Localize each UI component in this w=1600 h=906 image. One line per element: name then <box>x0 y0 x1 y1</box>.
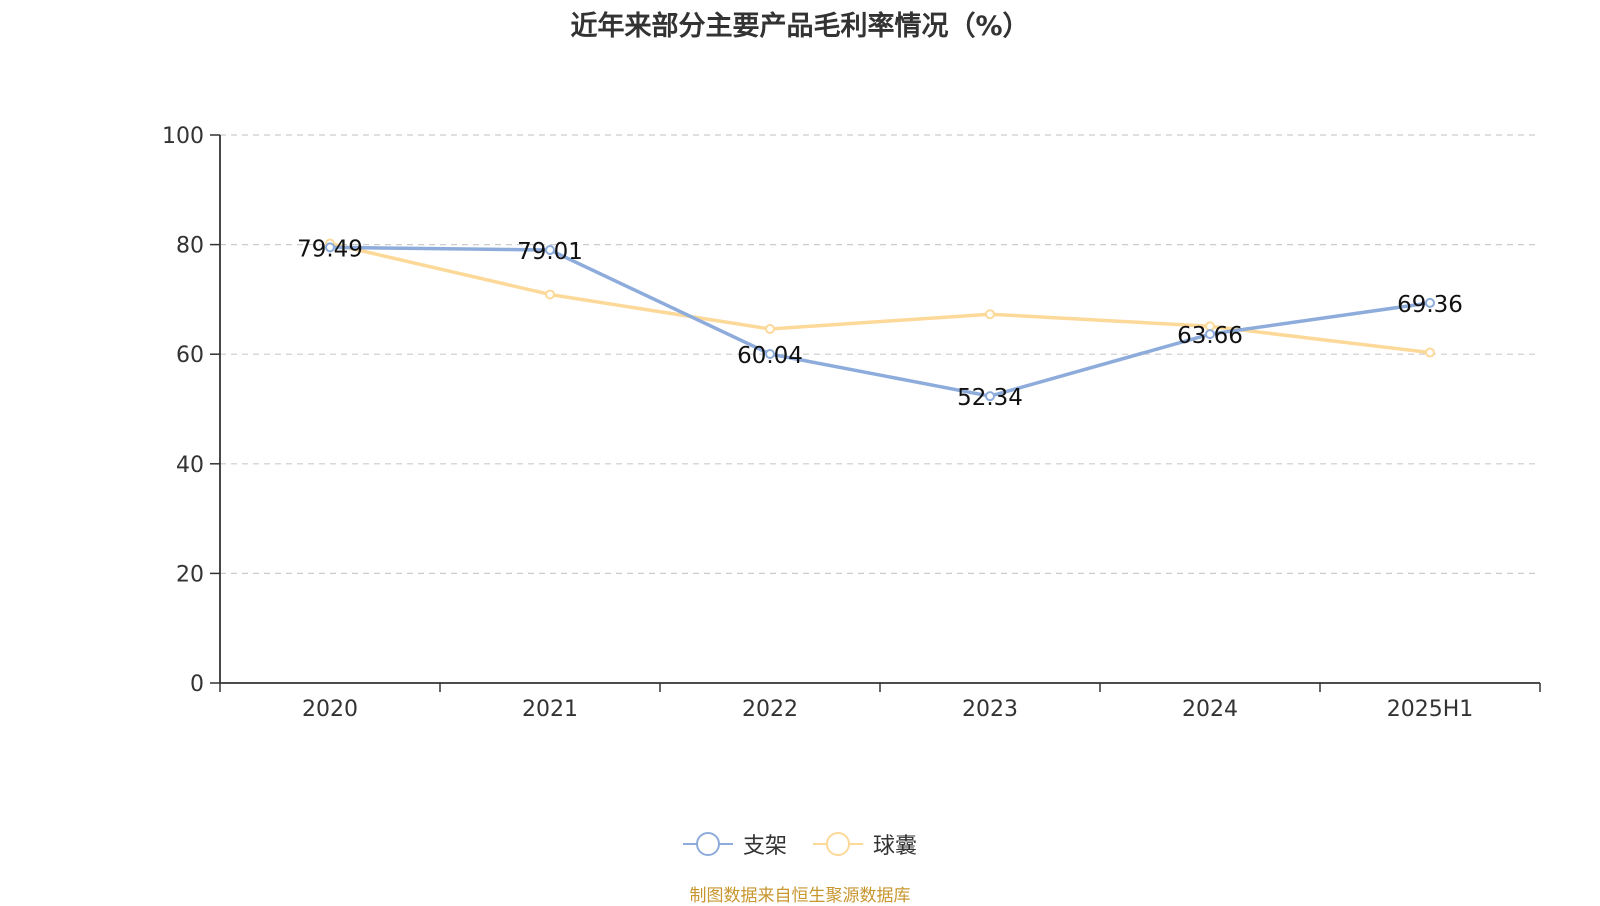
y-tick-label: 100 <box>162 124 204 149</box>
y-tick-label: 0 <box>190 672 204 697</box>
legend-marker-icon <box>813 832 863 856</box>
data-label: 69.36 <box>1397 292 1463 318</box>
legend-marker-icon <box>682 832 733 856</box>
legend: 支架 球囊 <box>0 828 1600 860</box>
data-point[interactable] <box>1425 297 1435 308</box>
y-tick-label: 40 <box>176 453 204 478</box>
data-label: 79.49 <box>297 236 363 262</box>
legend-item-series-0[interactable]: 支架 <box>682 828 787 860</box>
data-point[interactable] <box>325 242 335 253</box>
y-tick-label: 80 <box>176 234 204 259</box>
x-tick-label: 2024 <box>1182 697 1238 722</box>
data-point[interactable] <box>765 348 775 359</box>
data-label: 60.04 <box>737 343 803 369</box>
x-tick-label: 2020 <box>302 697 358 722</box>
source-note: 制图数据来自恒生聚源数据库 <box>689 886 911 906</box>
series-line <box>329 245 1431 398</box>
data-point[interactable] <box>985 309 995 320</box>
legend-item-series-1[interactable]: 球囊 <box>813 828 917 860</box>
legend-label: 支架 <box>742 834 787 859</box>
x-tick-label: 2021 <box>522 697 578 722</box>
data-point[interactable] <box>765 323 775 334</box>
x-tick-label: 2022 <box>742 697 798 722</box>
data-label: 52.34 <box>957 385 1023 411</box>
data-point[interactable] <box>545 245 555 256</box>
chart-title: 近年来部分主要产品毛利率情况（%） <box>570 11 1030 42</box>
legend-label: 球囊 <box>873 834 918 859</box>
data-label: 79.01 <box>517 239 583 265</box>
data-point[interactable] <box>1425 347 1435 358</box>
data-point[interactable] <box>1205 329 1215 340</box>
data-label: 63.66 <box>1177 323 1243 349</box>
series-line <box>329 241 1431 355</box>
y-tick-label: 20 <box>176 562 204 587</box>
x-tick-label: 2025H1 <box>1387 697 1474 722</box>
data-point[interactable] <box>985 391 995 402</box>
x-tick-label: 2023 <box>962 697 1018 722</box>
data-point[interactable] <box>545 289 555 300</box>
y-tick-label: 60 <box>176 343 204 368</box>
